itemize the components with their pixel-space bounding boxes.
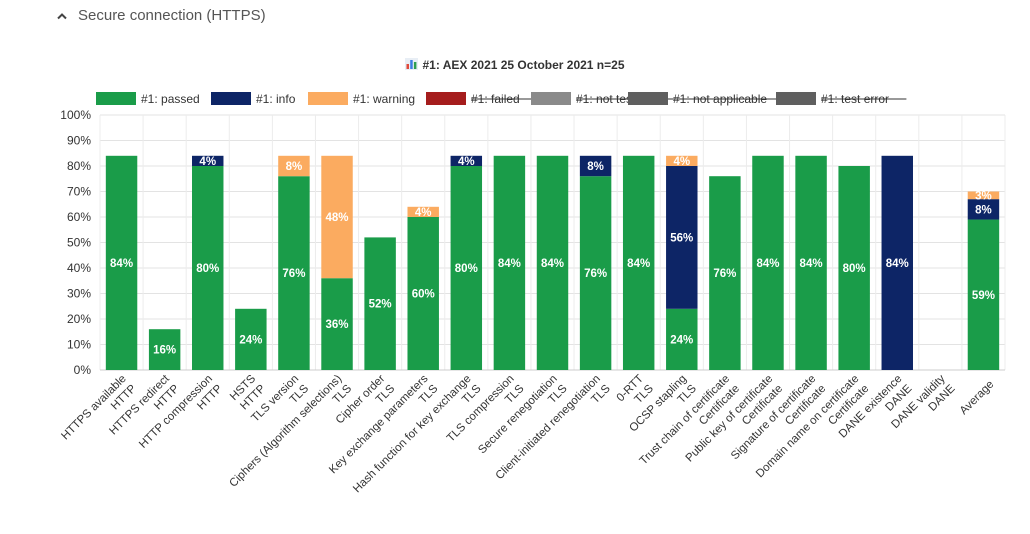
- bar-segment[interactable]: [622, 155, 655, 370]
- y-tick-label: 30%: [67, 287, 91, 301]
- bar-segment[interactable]: [666, 166, 698, 309]
- legend-swatch[interactable]: [426, 92, 466, 105]
- bar-segment[interactable]: [838, 166, 870, 370]
- legend-label[interactable]: #1: info: [256, 92, 296, 106]
- data-label: 56%: [670, 232, 693, 244]
- bar-segment[interactable]: [967, 191, 1000, 200]
- y-tick-label: 90%: [67, 134, 91, 148]
- bar-segment[interactable]: [192, 166, 224, 370]
- y-tick-label: 0%: [74, 363, 92, 377]
- legend-label[interactable]: #1: passed: [141, 92, 200, 106]
- data-label: 4%: [199, 156, 216, 168]
- bar-segment[interactable]: [192, 155, 224, 166]
- y-tick-label: 50%: [67, 236, 91, 250]
- data-label: 84%: [498, 258, 521, 270]
- bar-segment[interactable]: [579, 176, 612, 370]
- legend-swatch[interactable]: [628, 92, 668, 105]
- bar-segment[interactable]: [148, 329, 181, 370]
- bar-segment[interactable]: [967, 199, 1000, 220]
- bar-segment[interactable]: [709, 176, 741, 370]
- chevron-up-icon: [57, 12, 67, 19]
- data-label: 84%: [886, 258, 909, 270]
- data-label: 8%: [975, 204, 992, 216]
- bar-segment[interactable]: [321, 278, 353, 370]
- bars: 84% 16% 80% 4% 24% 76% 8% 36% 48% 52% 60% 4% 80% 4% 84…: [105, 155, 1000, 370]
- legend-swatch[interactable]: [96, 92, 136, 105]
- y-tick-label: 80%: [67, 159, 91, 173]
- bar-segment[interactable]: [967, 219, 1000, 370]
- y-tick-label: 60%: [67, 210, 91, 224]
- data-label: 84%: [541, 258, 564, 270]
- data-label: 84%: [627, 258, 650, 270]
- data-label: 8%: [587, 161, 604, 173]
- legend-swatch[interactable]: [308, 92, 348, 105]
- bar-segment[interactable]: [407, 206, 439, 217]
- data-label: 16%: [153, 345, 176, 357]
- bar-segment[interactable]: [493, 155, 526, 370]
- x-tick-label: Average: [958, 378, 997, 417]
- data-label: 80%: [196, 263, 219, 275]
- category-label: Average: [958, 378, 997, 417]
- legend-swatch[interactable]: [531, 92, 571, 105]
- data-label: 36%: [326, 319, 349, 331]
- y-tick-label: 10%: [67, 338, 91, 352]
- section-toggle[interactable]: Secure connection (HTTPS): [56, 7, 266, 24]
- data-label: 60%: [412, 289, 435, 301]
- bar-segment[interactable]: [407, 217, 439, 370]
- data-label: 76%: [282, 268, 305, 280]
- data-label: 80%: [843, 263, 866, 275]
- data-label: 24%: [670, 334, 693, 346]
- data-label: 76%: [584, 268, 607, 280]
- bar-segment[interactable]: [666, 308, 698, 370]
- data-label: 3%: [975, 190, 992, 202]
- bar-segment[interactable]: [881, 155, 913, 370]
- bar-segment[interactable]: [450, 155, 483, 166]
- bar-segment[interactable]: [278, 176, 310, 370]
- y-tick-label: 20%: [67, 312, 91, 326]
- y-tick-label: 40%: [67, 261, 91, 275]
- bar-segment[interactable]: [364, 237, 396, 370]
- chart-title-row: #1: AEX 2021 25 October 2021 n=25: [0, 58, 1030, 72]
- data-label: 4%: [415, 207, 432, 219]
- data-label: 84%: [756, 258, 779, 270]
- section-title: Secure connection (HTTPS): [78, 7, 266, 24]
- legend-label[interactable]: #1: warning: [353, 92, 415, 106]
- bar-segment[interactable]: [278, 155, 310, 177]
- bar-segment[interactable]: [450, 166, 483, 370]
- data-label: 8%: [286, 161, 303, 173]
- bar-segment[interactable]: [666, 155, 698, 166]
- data-label: 48%: [326, 212, 349, 224]
- bar-segment[interactable]: [795, 155, 827, 370]
- data-label: 24%: [239, 334, 262, 346]
- data-label: 84%: [800, 258, 823, 270]
- bar-segment[interactable]: [235, 308, 267, 370]
- data-label: 52%: [369, 299, 392, 311]
- bar-segment[interactable]: [105, 155, 138, 370]
- data-label: 80%: [455, 263, 478, 275]
- legend: #1: passed #1: info #1: warning #1: failed #…: [96, 92, 907, 106]
- data-label: 76%: [713, 268, 736, 280]
- legend-swatch[interactable]: [211, 92, 251, 105]
- data-label: 84%: [110, 258, 133, 270]
- bar-chart-icon: [405, 58, 419, 70]
- data-label: 4%: [458, 156, 475, 168]
- legend-swatch[interactable]: [776, 92, 816, 105]
- y-tick-label: 70%: [67, 185, 91, 199]
- y-tick-label: 100%: [60, 108, 91, 122]
- bar-segment[interactable]: [536, 155, 569, 370]
- chart-title: #1: AEX 2021 25 October 2021 n=25: [422, 58, 625, 72]
- bar-segment[interactable]: [579, 155, 612, 177]
- bar-segment[interactable]: [752, 155, 784, 370]
- data-label: 59%: [972, 290, 995, 302]
- data-label: 4%: [673, 156, 690, 168]
- bar-segment[interactable]: [321, 155, 353, 279]
